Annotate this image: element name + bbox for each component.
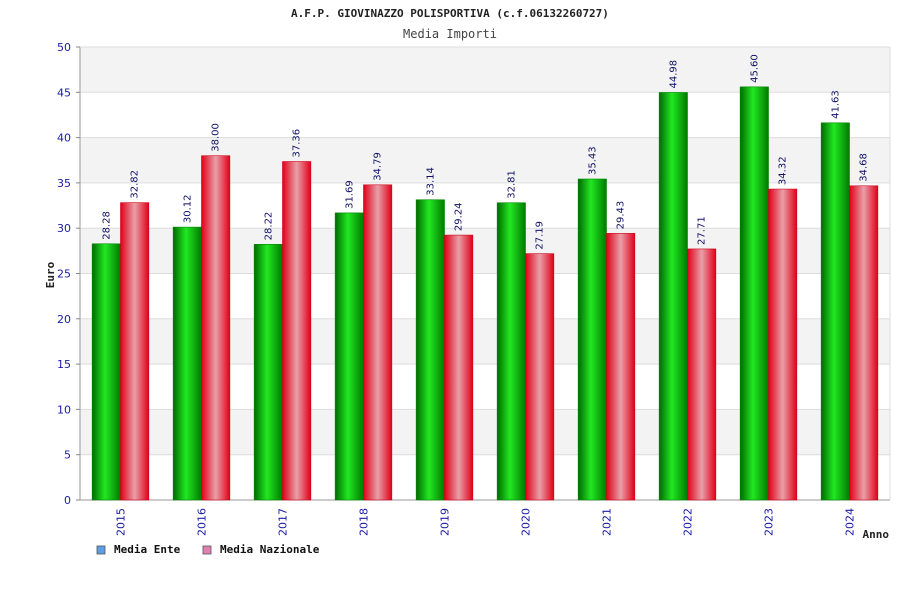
data-label: 28.22	[263, 212, 274, 241]
x-tick-label: 2016	[196, 508, 209, 536]
y-axis-title: Euro	[44, 261, 57, 288]
x-axis-ticks: 2015 2016 2017 2018 2019 2020 2021 2022 2023 2024	[115, 508, 857, 536]
data-label: 41.63	[830, 90, 841, 119]
data-label: 27.19	[535, 221, 546, 250]
y-tick-label: 45	[57, 86, 71, 99]
bar-media-ente-2022	[658, 92, 688, 501]
y-tick-label: 50	[57, 41, 71, 54]
bar-media-ente-2016	[172, 226, 202, 501]
bar-media-nazionale-2023	[768, 188, 798, 501]
bar-media-nazionale-2019	[444, 234, 474, 501]
bar-media-nazionale-2024	[849, 185, 879, 501]
chart-subtitle: Media Importi	[403, 27, 497, 41]
bar-media-ente-2015	[91, 243, 121, 501]
y-tick-label: 15	[57, 358, 71, 371]
bar-media-ente-2017	[253, 244, 283, 501]
x-tick-label: 2022	[682, 508, 695, 536]
x-tick-label: 2019	[439, 508, 452, 536]
x-tick-label: 2018	[358, 508, 371, 536]
bar-media-nazionale-2016	[201, 155, 231, 501]
data-label: 27.71	[697, 216, 708, 245]
legend-label-media-ente: Media Ente	[114, 543, 181, 556]
chart-title: A.F.P. GIOVINAZZO POLISPORTIVA (c.f.0613…	[291, 7, 609, 20]
data-label: 31.69	[344, 180, 355, 209]
y-tick-label: 20	[57, 313, 71, 326]
data-label: 35.43	[587, 146, 598, 175]
data-label: 45.60	[749, 54, 760, 83]
bar-media-nazionale-2015	[120, 202, 150, 501]
y-tick-label: 30	[57, 222, 71, 235]
bar-media-ente-2023	[739, 86, 769, 501]
y-tick-label: 40	[57, 132, 71, 145]
data-label: 37.36	[292, 129, 303, 158]
data-label: 28.28	[101, 211, 112, 240]
data-label: 30.12	[182, 194, 193, 223]
legend-label-media-nazionale: Media Nazionale	[220, 543, 320, 556]
data-label: 32.82	[130, 170, 141, 199]
x-tick-label: 2023	[763, 508, 776, 536]
data-label: 33.14	[425, 167, 436, 196]
legend-swatch-media-nazionale	[202, 545, 212, 555]
y-axis-ticks: 0 5 10 15 20 25 30 35 40 45 50	[57, 41, 80, 507]
legend-swatch-media-ente	[96, 545, 106, 555]
data-label: 29.43	[616, 201, 627, 230]
data-label: 38.00	[211, 123, 222, 152]
bar-media-ente-2021	[577, 178, 607, 501]
data-labels: 28.28 32.82 30.12 38.00 28.22 37.36 31.69 34.79…	[101, 54, 869, 249]
bar-media-ente-2019	[415, 199, 445, 501]
legend: Media Ente Media Nazionale	[96, 543, 320, 556]
bar-media-nazionale-2018	[363, 184, 393, 501]
bar-media-ente-2024	[820, 122, 850, 501]
plot-band	[80, 47, 890, 93]
x-tick-label: 2020	[520, 508, 533, 536]
x-tick-label: 2024	[844, 508, 857, 536]
bar-media-nazionale-2017	[282, 161, 312, 501]
bar-media-ente-2018	[334, 212, 364, 501]
legend-item-media-nazionale: Media Nazionale	[202, 543, 320, 556]
y-tick-label: 25	[57, 268, 71, 281]
data-label: 34.32	[778, 156, 789, 185]
bar-media-nazionale-2021	[606, 233, 636, 501]
y-tick-label: 10	[57, 403, 71, 416]
data-label: 34.79	[373, 152, 384, 181]
legend-item-media-ente: Media Ente	[96, 543, 181, 556]
bar-media-nazionale-2022	[687, 248, 717, 501]
data-label: 34.68	[859, 153, 870, 182]
y-tick-label: 35	[57, 177, 71, 190]
x-tick-label: 2021	[601, 508, 614, 536]
data-label: 44.98	[668, 60, 679, 89]
y-tick-label: 0	[64, 494, 71, 507]
y-tick-label: 5	[64, 449, 71, 462]
data-label: 29.24	[454, 202, 465, 231]
x-axis-title: Anno	[863, 528, 890, 541]
x-tick-label: 2015	[115, 508, 128, 536]
data-label: 32.81	[506, 170, 517, 199]
bar-media-nazionale-2020	[525, 253, 555, 501]
x-tick-label: 2017	[277, 508, 290, 536]
bar-media-ente-2020	[496, 202, 526, 501]
bars	[91, 86, 879, 501]
